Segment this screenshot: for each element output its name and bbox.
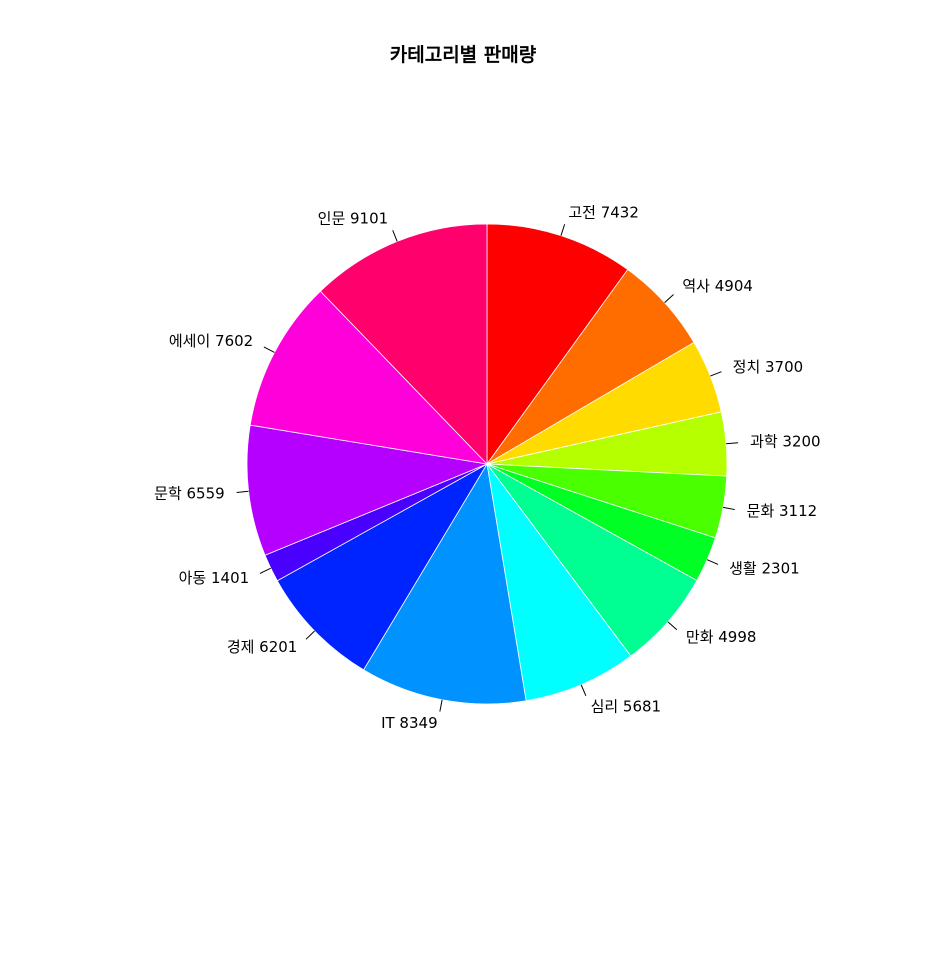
label-tick-9 [305,630,315,640]
slice-label-12: 에세이 7602 [169,332,253,350]
label-tick-3 [726,442,739,445]
label-tick-1 [664,294,674,303]
label-tick-11 [236,490,249,494]
pie-slice-8 [363,462,527,705]
label-tick-0 [560,224,566,236]
label-tick-2 [710,371,722,377]
label-tick-12 [263,346,275,353]
slice-label-9: 경제 6201 [227,638,298,656]
slice-label-7: 심리 5681 [591,697,662,715]
slice-label-8: IT 8349 [381,714,438,732]
label-tick-6 [667,621,678,631]
pie-slice-7 [486,463,632,702]
label-tick-5 [706,559,719,565]
slice-label-1: 역사 4904 [682,277,753,295]
label-tick-8 [439,699,443,712]
slice-label-0: 고전 7432 [568,203,639,221]
pie-slice-9 [276,462,489,671]
label-tick-13 [392,230,398,242]
slice-label-11: 문학 6559 [154,484,225,502]
pie-slice-13 [319,223,488,465]
slice-label-3: 과학 3200 [750,432,821,450]
chart-title: 카테고리별 판매량 [389,44,537,66]
pie-slice-11 [246,424,489,556]
slice-label-2: 정치 3700 [733,358,804,376]
label-tick-4 [722,506,735,511]
slice-label-13: 인문 9101 [318,210,389,228]
slice-label-4: 문화 3112 [747,502,818,520]
slice-label-10: 아동 1401 [179,569,250,587]
label-tick-10 [259,567,272,574]
slice-label-6: 만화 4998 [686,628,757,646]
slice-label-5: 생활 2301 [729,560,800,578]
label-tick-7 [580,684,587,696]
